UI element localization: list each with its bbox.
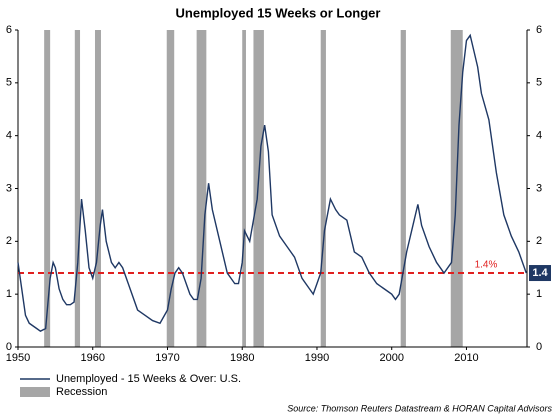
recession-band bbox=[44, 30, 51, 347]
series-line bbox=[17, 33, 527, 332]
legend-swatch bbox=[20, 387, 50, 397]
x-tick-label: 2000 bbox=[379, 352, 403, 364]
end-label-box bbox=[529, 265, 551, 282]
y2-tick-label: 3 bbox=[536, 182, 542, 194]
recession-band bbox=[400, 30, 406, 347]
x-tick-label: 1980 bbox=[230, 352, 254, 364]
y-tick-label: 4 bbox=[6, 130, 12, 142]
recession-band bbox=[253, 30, 264, 347]
recession-band bbox=[196, 30, 207, 347]
x-tick-label: 1960 bbox=[81, 352, 105, 364]
x-tick-label: 1950 bbox=[6, 352, 30, 364]
x-tick-label: 1970 bbox=[155, 352, 179, 364]
recession-band bbox=[74, 30, 81, 347]
y2-tick-label: 6 bbox=[536, 24, 542, 36]
end-label: 1.4 bbox=[532, 267, 548, 279]
x-tick-label: 2010 bbox=[454, 352, 478, 364]
y2-tick-label: 4 bbox=[536, 130, 542, 142]
reference-label: 1.4% bbox=[475, 260, 498, 271]
recession-band bbox=[320, 30, 326, 347]
source: Source: Thomson Reuters Datastream & HOR… bbox=[287, 403, 552, 413]
legend-label: Recession bbox=[56, 386, 107, 398]
y-tick-label: 5 bbox=[6, 77, 12, 89]
y2-tick-label: 5 bbox=[536, 77, 542, 89]
y2-tick-label: 2 bbox=[536, 235, 542, 247]
y-tick-label: 0 bbox=[6, 341, 12, 353]
chart-title: Unemployed 15 Weeks or Longer bbox=[176, 5, 381, 20]
x-tick-label: 1990 bbox=[305, 352, 329, 364]
y-tick-label: 1 bbox=[6, 288, 12, 300]
recession-band bbox=[242, 30, 246, 347]
y-tick-label: 2 bbox=[6, 235, 12, 247]
recession-band bbox=[166, 30, 175, 347]
y2-tick-label: 0 bbox=[536, 341, 542, 353]
y-tick-label: 6 bbox=[6, 24, 12, 36]
legend-label: Unemployed - 15 Weeks & Over: U.S. bbox=[56, 373, 241, 385]
recession-band bbox=[94, 30, 101, 347]
y2-tick-label: 1 bbox=[536, 288, 542, 300]
y-tick-label: 3 bbox=[6, 182, 12, 194]
